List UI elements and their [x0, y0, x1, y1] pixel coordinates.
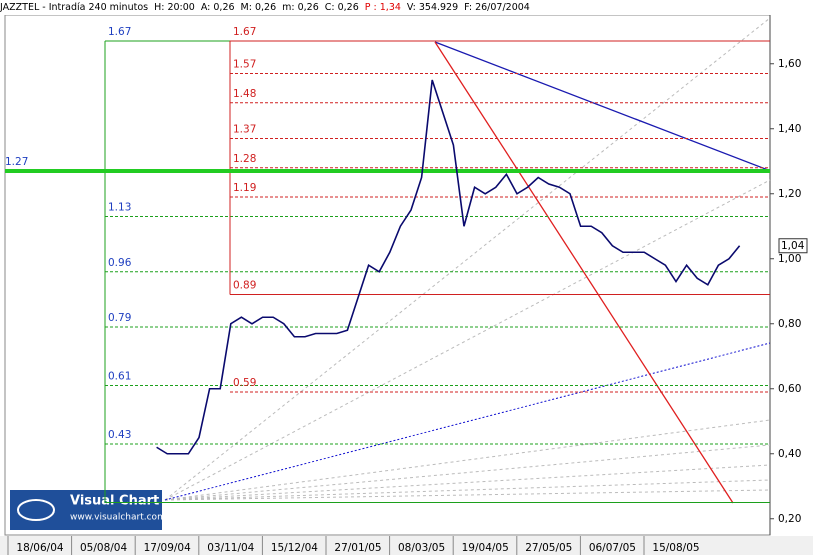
green-level-label: 0.43: [108, 429, 131, 441]
header-item: P : 1,34: [364, 2, 401, 13]
red-level-label: 1.28: [233, 153, 256, 165]
last-value-box: [778, 238, 808, 254]
x-tick-label: 15/12/04: [271, 542, 318, 554]
x-tick-label: 27/05/05: [525, 542, 572, 554]
y-tick-label: 0,80: [778, 318, 801, 330]
header-item: H: 20:00: [154, 2, 195, 13]
x-tick-label: 06/07/05: [589, 542, 636, 554]
x-tick-label: 18/06/04: [16, 542, 63, 554]
x-tick-label: 08/03/05: [398, 542, 445, 554]
green-level-label: 0.61: [108, 371, 131, 383]
red-level-label: 0.59: [233, 377, 256, 389]
x-tick-label: 27/01/05: [334, 542, 381, 554]
red-level-label: 1.19: [233, 182, 256, 194]
header-item: V: 354.929: [406, 2, 459, 13]
header-item: JAZZTEL - Intradía 240 minutos: [0, 2, 149, 13]
green-level-label: 0.79: [108, 312, 131, 324]
x-tick-label: 15/08/05: [652, 542, 699, 554]
green-level-label: 0.96: [108, 257, 132, 269]
x-tick-label: 05/08/04: [80, 542, 127, 554]
trend-lines: [164, 17, 771, 504]
y-tick-label: 1,60: [778, 58, 801, 70]
header-item: C: 0,26: [324, 2, 359, 13]
header: JAZZTEL - Intradía 240 minutos H: 20:00 A:…: [0, 0, 813, 15]
last-value-label: 1,04: [781, 240, 805, 252]
y-tick-label: 0,20: [778, 513, 801, 525]
x-tick-label: 19/04/05: [462, 542, 509, 554]
red-level-label: 1.48: [233, 88, 256, 100]
main-level-label: 1.27: [5, 156, 28, 168]
header-item: m: 0,26: [282, 2, 319, 13]
logo-url: www.visualchart.com: [70, 513, 166, 523]
y-tick-label: 1,40: [778, 123, 801, 135]
logo-title: Visual Chart: [70, 494, 159, 509]
y-tick-label: 0,60: [778, 383, 801, 395]
red-level-label: 1.67: [233, 26, 256, 38]
header-item: M: 0,26: [240, 2, 277, 13]
logo: Visual Chart www.visualchart.com: [10, 490, 166, 530]
red-level-label: 0.89: [233, 280, 256, 292]
x-tick-label: 03/11/04: [207, 542, 254, 554]
header-item: F: 26/07/2004: [464, 2, 530, 13]
y-tick-label: 1,20: [778, 188, 801, 200]
red-level-label: 1.57: [233, 59, 256, 71]
y-tick-label: 0,40: [778, 448, 801, 460]
x-axis-bar: [0, 536, 813, 555]
x-tick-label: 17/09/04: [144, 542, 191, 554]
y-tick-label: 1,00: [778, 253, 801, 265]
green-level-label: 1.13: [108, 202, 131, 214]
red-level-label: 1.37: [233, 124, 256, 136]
green-level-label: 1.67: [108, 26, 131, 38]
price-line: [156, 79, 741, 455]
header-item: A: 0,26: [200, 2, 235, 13]
